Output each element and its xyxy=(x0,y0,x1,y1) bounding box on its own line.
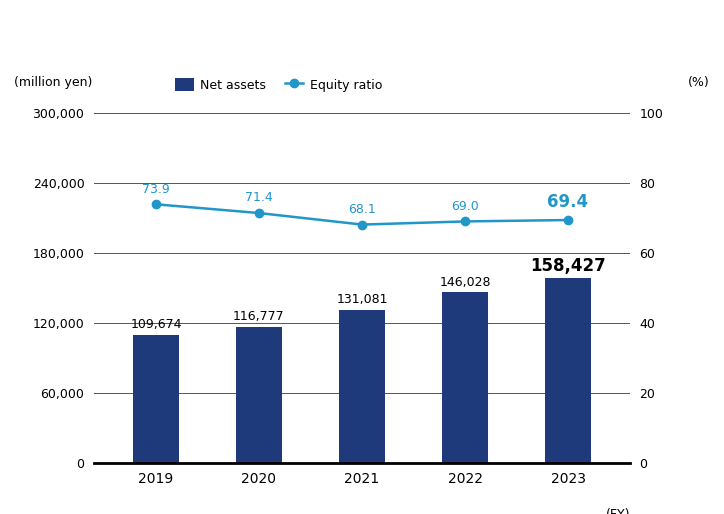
Text: (million yen): (million yen) xyxy=(14,76,93,89)
Bar xyxy=(339,310,385,463)
Text: (%): (%) xyxy=(688,76,710,89)
Bar xyxy=(132,335,179,463)
Text: 131,081: 131,081 xyxy=(336,293,388,306)
Bar xyxy=(442,292,488,463)
Bar xyxy=(236,326,282,463)
Text: 73.9: 73.9 xyxy=(142,182,170,195)
Text: 68.1: 68.1 xyxy=(348,203,376,216)
Text: 109,674: 109,674 xyxy=(130,318,182,332)
Legend: Net assets, Equity ratio: Net assets, Equity ratio xyxy=(170,73,387,97)
Text: (FY): (FY) xyxy=(605,508,630,514)
Text: 69.4: 69.4 xyxy=(547,193,589,211)
Text: 116,777: 116,777 xyxy=(233,310,285,323)
Text: 158,427: 158,427 xyxy=(530,256,606,274)
Bar xyxy=(545,278,592,463)
Text: 69.0: 69.0 xyxy=(451,200,479,213)
Text: 71.4: 71.4 xyxy=(245,191,273,204)
Text: 146,028: 146,028 xyxy=(439,276,491,289)
